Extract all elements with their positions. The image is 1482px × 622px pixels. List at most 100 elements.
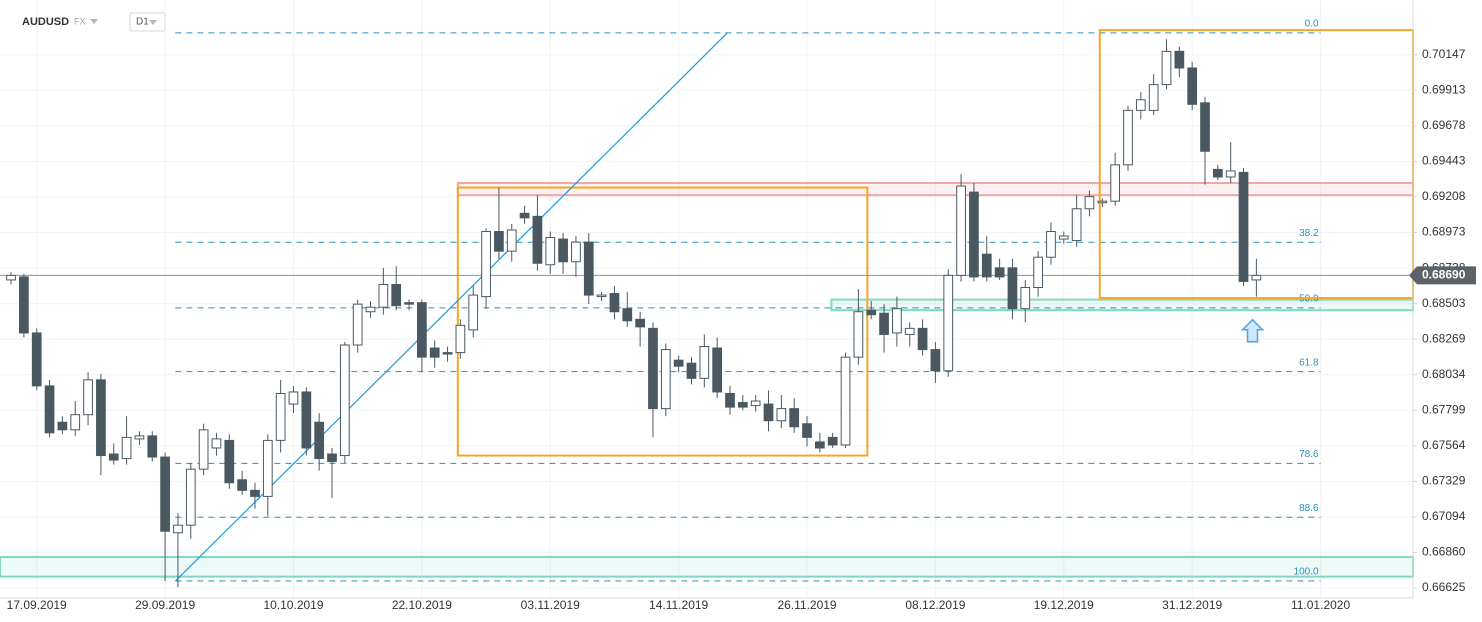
candle-body xyxy=(70,414,81,431)
candle-body xyxy=(1187,67,1198,105)
candle-body xyxy=(892,308,902,334)
candle-body xyxy=(96,379,106,457)
candle-body xyxy=(160,456,170,532)
market-dropdown[interactable] xyxy=(90,19,98,24)
candle-body xyxy=(1225,170,1236,178)
candle-body xyxy=(814,441,825,449)
candle-body xyxy=(609,293,620,313)
candle-body xyxy=(635,318,645,328)
y-tick-label: 0.69208 xyxy=(1422,189,1466,203)
y-tick-label: 0.67329 xyxy=(1422,474,1466,488)
candle-body xyxy=(506,229,517,252)
candle-body xyxy=(673,359,684,367)
candle-body xyxy=(327,453,337,463)
x-tick-label: 14.11.2019 xyxy=(649,598,708,612)
candle-body xyxy=(1110,164,1121,202)
candle-body xyxy=(185,468,196,526)
candle-body xyxy=(1007,267,1018,310)
candle-body xyxy=(558,238,568,263)
candle-body xyxy=(532,215,543,264)
candle-body xyxy=(1251,274,1262,281)
candle-body xyxy=(352,303,363,346)
candle-body xyxy=(1058,235,1069,240)
candle-body xyxy=(853,311,864,358)
candle-body xyxy=(481,230,491,298)
x-tick-label: 29.09.2019 xyxy=(135,598,195,612)
y-tick-label: 0.67799 xyxy=(1422,402,1466,416)
candle-body xyxy=(19,276,29,334)
candle-body xyxy=(545,237,556,266)
candle-body xyxy=(648,327,658,410)
y-tick-label: 0.70147 xyxy=(1422,47,1466,61)
interval-select[interactable] xyxy=(129,12,166,32)
candle-body xyxy=(121,436,132,460)
candle-body xyxy=(981,253,992,278)
candle-body xyxy=(301,391,312,449)
zone xyxy=(0,555,1414,578)
candle-body xyxy=(1084,196,1095,210)
candle-body xyxy=(391,283,402,307)
candle-body xyxy=(198,429,209,470)
candle-body xyxy=(712,347,723,393)
candle-body xyxy=(519,212,530,219)
candle-body xyxy=(339,344,350,457)
candle-body xyxy=(686,362,697,379)
zone xyxy=(830,298,1414,312)
candle-body xyxy=(763,403,774,422)
candle-body xyxy=(1135,99,1146,111)
candle-body xyxy=(6,274,16,281)
candle-body xyxy=(1020,286,1031,310)
candle-body xyxy=(494,230,504,252)
candle-body xyxy=(917,327,928,351)
arrow xyxy=(1240,318,1265,343)
y-tick-label: 0.68034 xyxy=(1422,367,1466,381)
candle-body xyxy=(776,408,787,422)
fib-label: 100.0 xyxy=(1294,567,1319,578)
candle-body xyxy=(442,352,453,355)
x-tick-label: 11.01.2020 xyxy=(1291,598,1350,612)
candle-body xyxy=(1161,50,1172,86)
x-tick-label: 19.12.2019 xyxy=(1034,598,1094,612)
candle-body xyxy=(173,524,183,534)
candle-body xyxy=(237,479,247,491)
y-tick-label: 0.68269 xyxy=(1422,331,1466,345)
candle-body xyxy=(417,302,427,358)
last-price-box xyxy=(1409,266,1476,285)
y-tick-label: 0.68973 xyxy=(1422,225,1466,239)
candle-body xyxy=(994,267,1005,278)
fib-label: 0.0 xyxy=(1305,18,1319,29)
candle-body xyxy=(314,421,325,460)
candle-body xyxy=(31,332,42,387)
symbol: AUDUSD xyxy=(22,16,69,28)
candle-body xyxy=(904,327,915,335)
candle-body xyxy=(660,349,671,410)
candle-body xyxy=(866,309,877,316)
candle-body xyxy=(789,408,800,428)
candle-body xyxy=(1212,168,1223,178)
x-tick-label: 10.10.2019 xyxy=(263,598,323,612)
candle-body xyxy=(275,392,286,441)
box xyxy=(456,186,869,457)
candle-body xyxy=(378,283,389,308)
candle-body xyxy=(1123,109,1133,166)
y-tick-label: 0.67094 xyxy=(1422,509,1466,523)
candle-body xyxy=(930,349,941,372)
candle-body xyxy=(108,453,119,461)
fib-label: 38.2 xyxy=(1299,228,1319,239)
fib-label: 61.8 xyxy=(1299,357,1319,368)
y-tick-label: 0.66860 xyxy=(1422,545,1466,559)
candle-body xyxy=(571,241,581,263)
interval-dropdown[interactable] xyxy=(149,20,157,25)
candle-body xyxy=(429,347,440,358)
candle-body xyxy=(699,346,710,379)
candle-body xyxy=(750,400,761,407)
last-price-label: 0.68690 xyxy=(1422,268,1466,282)
market: FX xyxy=(74,16,86,26)
candle-body xyxy=(1238,171,1249,282)
y-tick-label: 0.69678 xyxy=(1422,118,1466,132)
candle-body xyxy=(840,356,851,446)
candle-body xyxy=(288,391,299,405)
candle-body xyxy=(57,421,68,431)
